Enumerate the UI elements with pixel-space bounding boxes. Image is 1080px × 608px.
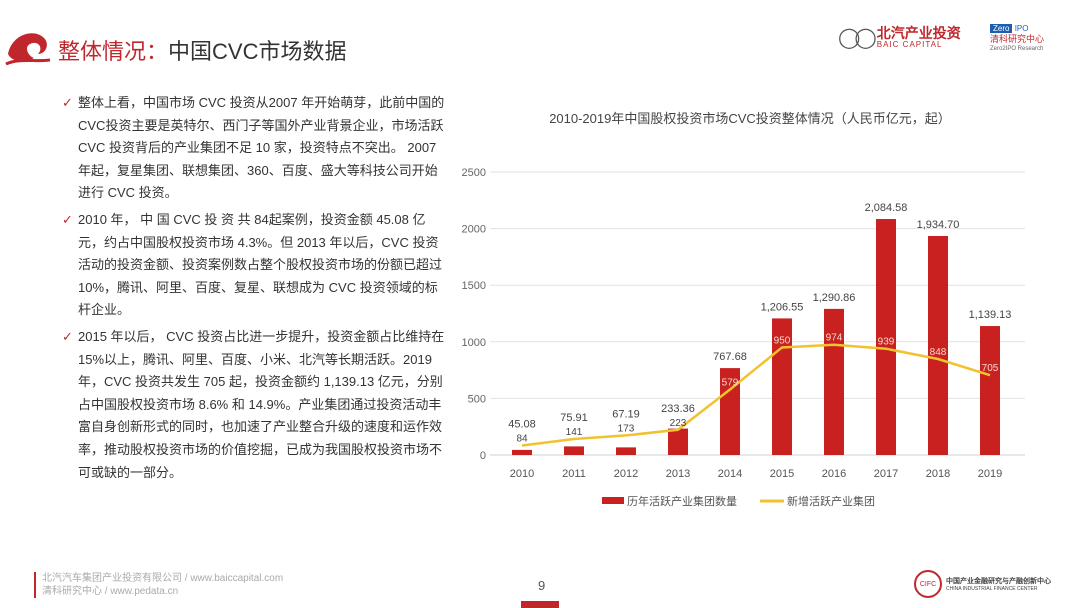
bar: [928, 235, 948, 455]
cifc-seal-icon: CIFC: [914, 570, 942, 598]
bar: [876, 219, 896, 455]
zero-cn: 清科研究中心: [990, 34, 1045, 44]
x-tick-label: 2011: [562, 468, 586, 480]
x-tick-label: 2012: [614, 468, 638, 480]
footer-line1: 北汽汽车集团产业投资有限公司 / www.baiccapital.com: [42, 573, 284, 584]
x-tick-label: 2019: [978, 468, 1002, 480]
rings-icon: ◯◯: [838, 27, 877, 49]
line-data-label: 848: [930, 347, 947, 358]
y-tick-label: 2000: [462, 224, 486, 236]
chart-title: 2010-2019年中国股权投资市场CVC投资整体情况（人民币亿元，起）: [549, 111, 951, 126]
page-number: 9: [538, 578, 546, 593]
y-tick-label: 500: [468, 393, 486, 405]
title-main: 中国CVC市场数据: [168, 39, 347, 64]
y-tick-label: 2500: [462, 167, 486, 179]
legend-bar-swatch: [602, 497, 624, 504]
line-data-label: 223: [670, 418, 687, 429]
line-data-label: 939: [878, 337, 895, 348]
check-icon: ✓: [62, 95, 73, 110]
cifc-logo: CIFC 中国产业金融研究与产融创新中心 CHINA INDUSTRIAL FINA…: [914, 570, 1051, 598]
x-tick-label: 2017: [874, 468, 898, 480]
footer-line2: 清科研究中心 / www.pedata.cn: [42, 586, 179, 597]
x-tick-label: 2018: [926, 468, 950, 480]
bar-data-label: 767.68: [713, 351, 747, 363]
bar-data-label: 2,084.58: [865, 202, 908, 214]
zero2ipo-logo: Zero IPO 清科研究中心 Zero2IPO Research: [990, 24, 1044, 54]
zero-en: Zero2IPO Research: [990, 46, 1044, 52]
paragraph-text: 2015 年以后， CVC 投资占比进一步提升，投资金额占比维持在 15%以上，…: [78, 328, 445, 480]
line-data-label: 974: [826, 333, 843, 344]
zero-b: IPO: [1014, 24, 1029, 33]
y-tick-label: 1500: [462, 280, 486, 292]
legend-line-label: 新增活跃产业集团: [787, 494, 875, 508]
baic-cn: 北汽产业投资: [876, 25, 961, 41]
bar: [980, 326, 1000, 455]
line-data-label: 84: [516, 433, 528, 444]
y-tick-label: 0: [480, 450, 486, 462]
title-prefix: 整体情况：: [58, 39, 169, 64]
line-data-label: 173: [618, 423, 635, 434]
line-data-label: 579: [722, 377, 739, 388]
line-data-label: 141: [566, 427, 583, 438]
page-bar: [521, 601, 559, 608]
cvc-chart: 2010-2019年中国股权投资市场CVC投资整体情况（人民币亿元，起） 0 500…: [462, 111, 1025, 508]
x-tick-label: 2015: [770, 468, 794, 480]
cifc-en: CHINA INDUSTRIAL FINANCE CENTER: [946, 586, 1038, 592]
bar-data-label: 45.08: [508, 418, 536, 430]
baic-capital-logo: ◯◯ 北汽产业投资 BAIC CAPITAL: [838, 25, 961, 50]
bar-data-label: 1,934.70: [917, 219, 960, 231]
baic-en: BAIC CAPITAL: [876, 40, 943, 49]
bar-data-label: 75.91: [560, 412, 588, 424]
line-data-label: 705: [982, 363, 999, 374]
bar: [668, 428, 688, 455]
x-tick-label: 2010: [510, 468, 534, 480]
cifc-cn: 中国产业金融研究与产融创新中心: [946, 578, 1051, 585]
line-data-label: 950: [774, 335, 791, 346]
check-icon: ✓: [62, 328, 73, 344]
legend-bar-label: 历年活跃产业集团数量: [627, 494, 737, 508]
paragraph: ✓ 2010 年， 中 国 CVC 投 资 共 84起案例，投资金额 45.08 …: [62, 209, 447, 322]
y-tick-label: 1000: [462, 337, 486, 349]
x-tick-label: 2013: [666, 468, 690, 480]
bar-data-label: 1,139.13: [969, 309, 1012, 321]
x-tick-label: 2016: [822, 468, 846, 480]
body-text: ✓ 整体上看，中国市场 CVC 投资从2007 年开始萌芽，此前中国的 CVC投资…: [62, 92, 447, 488]
bar-data-label: 233.36: [661, 403, 695, 415]
paragraph-text: 整体上看，中国市场 CVC 投资从2007 年开始萌芽，此前中国的 CVC投资主…: [78, 95, 445, 201]
bar: [512, 449, 532, 455]
check-icon: ✓: [62, 211, 73, 227]
paragraph: ✓ 整体上看，中国市场 CVC 投资从2007 年开始萌芽，此前中国的 CVC投资…: [62, 92, 447, 205]
bar: [564, 446, 584, 455]
footer: 北汽汽车集团产业投资有限公司 / www.baiccapital.com 清科研究…: [34, 572, 283, 598]
zero-a: Zero: [990, 24, 1013, 33]
bar-data-label: 1,206.55: [761, 301, 804, 313]
paragraph-text: 2010 年， 中 国 CVC 投 资 共 84起案例，投资金额 45.08 亿…: [78, 211, 443, 318]
bar-data-label: 1,290.86: [813, 292, 856, 304]
x-tick-label: 2014: [718, 468, 742, 480]
line-series: [521, 343, 991, 447]
bar: [824, 308, 844, 455]
paragraph: ✓ 2015 年以后， CVC 投资占比进一步提升，投资金额占比维持在 15%以上…: [62, 326, 447, 484]
page-title: 整体情况：中国CVC市场数据: [58, 34, 346, 66]
bar: [616, 447, 636, 455]
bar-data-label: 67.19: [612, 408, 640, 420]
bar: [720, 368, 740, 455]
company-logo-icon: [5, 33, 51, 66]
